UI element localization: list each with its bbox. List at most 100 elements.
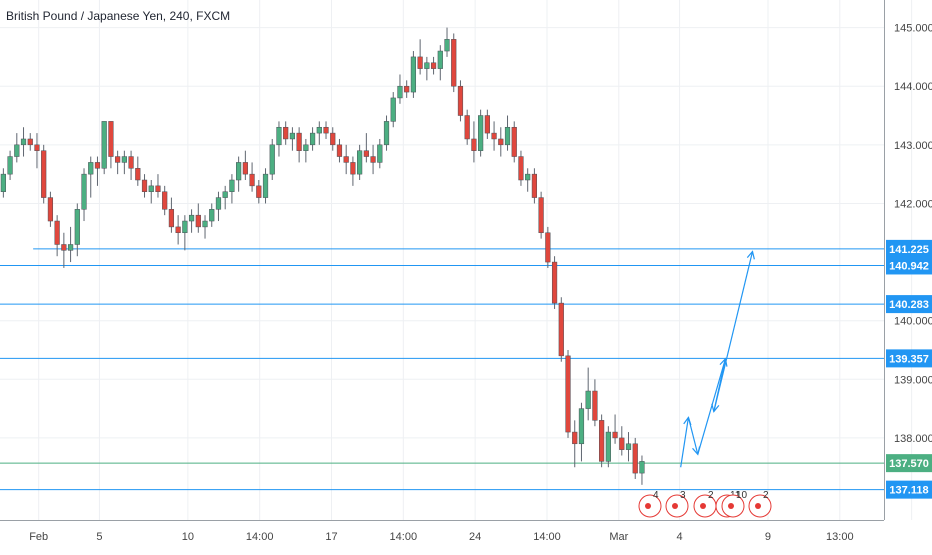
candle-up <box>478 115 484 151</box>
event-marker-dot <box>672 503 678 509</box>
candle-up <box>0 173 6 192</box>
candle-down <box>27 138 33 146</box>
candle-up <box>276 126 282 146</box>
candle-down <box>417 56 423 69</box>
candle-up <box>390 97 396 122</box>
candle-up <box>88 162 94 175</box>
candle-up <box>81 173 87 210</box>
x-tick-label: 9 <box>765 531 771 543</box>
candle-down <box>94 162 101 169</box>
candle-down <box>498 138 504 146</box>
y-tick-label: 142.000 <box>894 198 932 210</box>
candle-up <box>269 144 275 175</box>
candle-up <box>14 144 20 157</box>
candle-up <box>504 126 511 146</box>
candle-down <box>41 150 47 198</box>
candle-down <box>551 261 558 304</box>
x-tick-label: 4 <box>677 531 683 543</box>
candle-down <box>323 126 329 134</box>
candle-down <box>484 115 490 134</box>
candle-up <box>316 126 322 134</box>
candle-down <box>135 168 141 181</box>
candle-up <box>236 162 242 181</box>
candle-down <box>249 173 255 187</box>
candle-up <box>229 179 235 192</box>
x-tick-label: 10 <box>182 531 194 543</box>
y-tick-label: 138.000 <box>894 433 932 445</box>
candle-down <box>538 197 544 234</box>
event-marker-dot <box>700 503 706 509</box>
candle-up <box>222 191 228 198</box>
candle-up <box>148 185 154 192</box>
candle-down <box>34 144 40 151</box>
candle-down <box>108 121 114 157</box>
candle-down <box>592 390 598 421</box>
candle-down <box>451 39 457 87</box>
candle-down <box>350 162 356 175</box>
candle-down <box>195 214 201 228</box>
candle-down <box>464 115 470 140</box>
event-marker-dot <box>645 503 651 509</box>
candle-up <box>377 144 383 163</box>
candle-down <box>168 209 175 228</box>
candle-up <box>303 144 309 151</box>
y-tick-label: 140.000 <box>894 316 932 328</box>
projection-segment <box>713 251 754 412</box>
price-label-box <box>886 480 932 499</box>
candle-down <box>336 144 343 157</box>
candle-up <box>182 220 188 234</box>
candle-down <box>430 62 437 69</box>
candle-down <box>471 138 477 151</box>
event-marker-count: 2 <box>763 490 769 501</box>
candle-down <box>242 162 248 175</box>
x-tick-label: Feb <box>29 531 48 543</box>
candle-up <box>437 50 443 69</box>
x-tick-label: 14:00 <box>390 531 418 543</box>
candle-down <box>296 132 302 151</box>
candle-up <box>383 121 390 146</box>
candle-up <box>262 173 269 198</box>
price-label: 139.357 <box>889 353 929 365</box>
x-tick-label: 14:00 <box>246 531 274 543</box>
candle-down <box>47 197 54 222</box>
candle-down <box>363 150 369 157</box>
candle-up <box>209 209 215 222</box>
candle-down <box>141 179 148 192</box>
candle-down <box>558 302 564 357</box>
candle-up <box>309 132 316 146</box>
candle-up <box>7 156 13 175</box>
x-tick-label: 13:00 <box>826 531 854 543</box>
y-tick-label: 143.000 <box>894 140 932 152</box>
projection-arrowhead <box>746 250 755 260</box>
event-marker-count: 2 <box>708 490 714 501</box>
candle-up <box>639 461 645 474</box>
price-label: 137.118 <box>889 485 928 497</box>
price-label-box <box>886 349 932 368</box>
candle-down <box>283 126 289 140</box>
y-tick-label: 144.000 <box>894 81 932 93</box>
candle-up <box>202 220 208 228</box>
candle-down <box>565 355 571 433</box>
candle-down <box>619 437 625 450</box>
price-label-box <box>886 256 932 275</box>
event-marker-count: 3 <box>680 490 686 501</box>
candle-down <box>128 156 134 169</box>
candle-down <box>330 132 336 146</box>
x-tick-label: Mar <box>609 531 628 543</box>
candle-down <box>531 173 538 198</box>
candle-up <box>289 132 296 140</box>
candle-up <box>397 85 403 99</box>
event-marker-dot <box>755 503 761 509</box>
candle-down <box>162 191 168 210</box>
candle-up <box>215 197 222 210</box>
x-tick-label: 24 <box>469 531 481 543</box>
price-label-box <box>886 239 932 258</box>
candle-down <box>175 226 181 234</box>
price-label: 140.942 <box>889 260 929 272</box>
candle-down <box>491 132 497 140</box>
event-marker-count: 4 <box>653 490 659 501</box>
price-label: 141.225 <box>889 244 929 256</box>
candle-up <box>605 431 611 462</box>
candle-down <box>404 85 410 93</box>
